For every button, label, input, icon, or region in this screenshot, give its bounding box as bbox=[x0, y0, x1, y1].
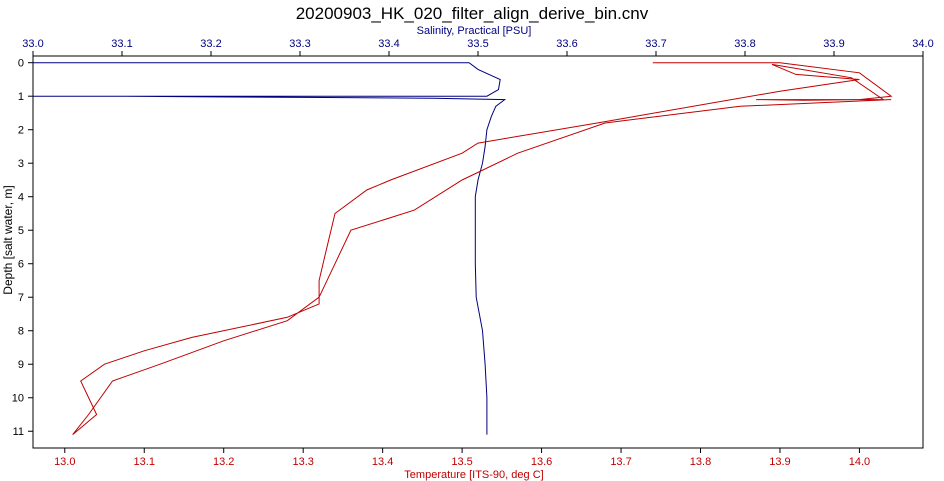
top-tick-label: 34.0 bbox=[912, 38, 933, 50]
bottom-tick-label: 13.0 bbox=[54, 456, 75, 468]
y-tick-label: 9 bbox=[18, 359, 24, 371]
top-tick-label: 33.8 bbox=[734, 38, 755, 50]
y-tick-label: 5 bbox=[18, 225, 24, 237]
y-tick-label: 7 bbox=[18, 292, 24, 304]
y-axis: 0 1 2 3 4 5 6 7 8 9 10 11 bbox=[12, 58, 33, 438]
y-tick-label: 4 bbox=[18, 192, 24, 204]
bottom-tick-label: 13.4 bbox=[372, 456, 393, 468]
y-tick-label: 0 bbox=[18, 58, 24, 70]
top-tick-label: 33.4 bbox=[378, 38, 399, 50]
top-tick-label: 33.0 bbox=[22, 38, 43, 50]
series-layer bbox=[33, 62, 893, 435]
top-axis-label: Salinity, Practical [PSU] bbox=[417, 25, 532, 37]
bottom-tick-label: 13.7 bbox=[610, 456, 631, 468]
bottom-tick-label: 13.1 bbox=[134, 456, 155, 468]
top-tick-label: 33.3 bbox=[289, 38, 310, 50]
bottom-tick-label: 13.2 bbox=[213, 456, 234, 468]
plot-area-frame bbox=[32, 55, 924, 449]
top-tick-label: 33.1 bbox=[111, 38, 132, 50]
bottom-tick-label: 13.5 bbox=[451, 456, 472, 468]
top-tick-label: 33.9 bbox=[823, 38, 844, 50]
bottom-axis-label: Temperature [ITS-90, deg C] bbox=[404, 469, 543, 481]
bottom-tick-label: 13.8 bbox=[690, 456, 711, 468]
top-tick-label: 33.7 bbox=[645, 38, 666, 50]
salinity-series-line bbox=[33, 62, 507, 435]
y-tick-label: 1 bbox=[18, 91, 24, 103]
temperature-series-line bbox=[72, 62, 893, 435]
top-tick-label: 33.6 bbox=[556, 38, 577, 50]
bottom-axis: 13.0 13.1 13.2 13.3 13.4 13.5 13.6 13.7 13.8 13.9… bbox=[54, 448, 870, 468]
top-tick-label: 33.2 bbox=[200, 38, 221, 50]
y-tick-label: 8 bbox=[18, 326, 24, 338]
y-tick-label: 2 bbox=[18, 125, 24, 137]
top-tick-label: 33.5 bbox=[467, 38, 488, 50]
y-tick-label: 11 bbox=[13, 426, 24, 438]
bottom-tick-label: 13.3 bbox=[292, 456, 313, 468]
y-tick-label: 6 bbox=[18, 259, 24, 271]
y-tick-label: 10 bbox=[12, 393, 24, 405]
y-axis-label: Depth [salt water, m] bbox=[1, 185, 15, 294]
chart-title: 20200903_HK_020_filter_align_derive_bin.… bbox=[296, 4, 649, 23]
bottom-tick-label: 13.6 bbox=[531, 456, 552, 468]
top-axis: 33.0 33.1 33.2 33.3 33.4 33.5 33.6 33.7 33.8 33.9… bbox=[22, 38, 934, 56]
bottom-tick-label: 13.9 bbox=[769, 456, 790, 468]
bottom-tick-label: 14.0 bbox=[849, 456, 870, 468]
y-tick-label: 3 bbox=[18, 158, 24, 170]
